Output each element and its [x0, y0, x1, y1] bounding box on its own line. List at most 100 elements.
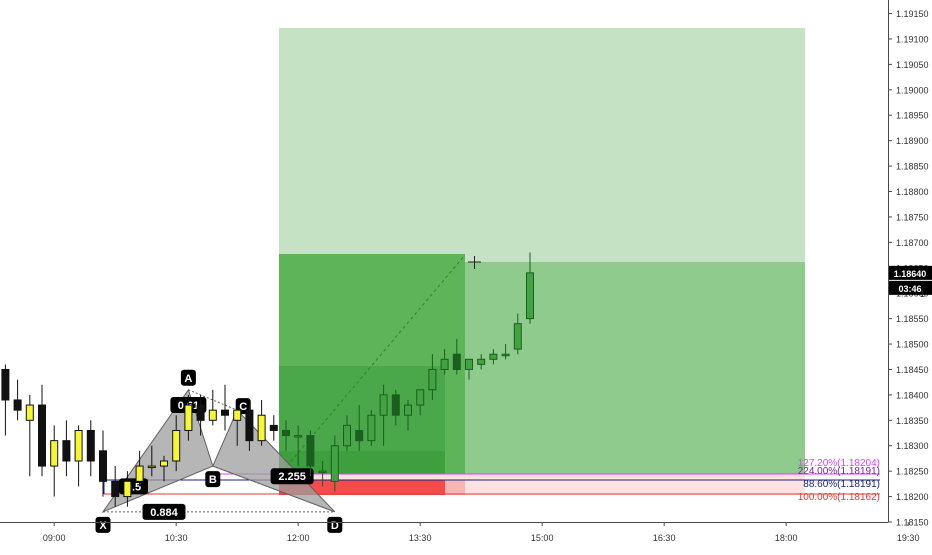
ratio-label: 2.255 [270, 468, 314, 485]
candle-body [379, 394, 388, 416]
candle [465, 358, 473, 380]
candle-body [428, 368, 437, 391]
price-tick-label: 1.18850 [896, 162, 929, 172]
candle [135, 450, 144, 487]
candle [379, 384, 388, 446]
candle-body [99, 450, 107, 482]
candle [428, 354, 437, 400]
target-zone-upper [279, 28, 805, 262]
candle [74, 425, 83, 487]
price-tick-label: 1.18450 [896, 365, 929, 375]
candle [343, 415, 351, 451]
time-tick-label: 10:30 [165, 533, 188, 543]
candle [318, 460, 327, 487]
candle-body [306, 435, 315, 467]
candle [123, 471, 132, 507]
axis-partial-label: 1 [920, 289, 925, 299]
point-label-x: X [95, 516, 111, 533]
pattern-bd-dotted [212, 465, 335, 513]
candle-body [111, 480, 120, 498]
time-tick-label: 15:00 [531, 533, 554, 543]
fib-lines: 127.20%(1.18204)224.00%(1.18191) 88.60%(1… [103, 458, 880, 503]
time-tick-label: 19:30 [897, 533, 920, 543]
price-tick-label: 1.18550 [896, 314, 929, 324]
candle-body [86, 429, 95, 462]
time-tick-label: 13:30 [409, 533, 432, 543]
candle-body [318, 470, 327, 474]
candle [257, 399, 266, 446]
current-price-label: 1.18640 [894, 269, 927, 279]
candle [160, 455, 168, 482]
candle-body [465, 358, 473, 370]
crosshair [468, 256, 481, 269]
candle [1, 364, 10, 436]
candle-body [74, 429, 83, 462]
candle [355, 405, 364, 451]
position-tool [279, 28, 805, 495]
candle [501, 344, 510, 360]
candle-body [245, 409, 254, 442]
candle [245, 405, 254, 451]
point-label-d-bg [327, 516, 343, 533]
candle-body [501, 353, 510, 357]
candle [147, 445, 156, 477]
time-tick-label: 18:00 [775, 533, 798, 543]
price-tick-label: 1.18750 [896, 212, 929, 222]
point-label-b-text: B [209, 474, 217, 486]
pattern-ac-dotted [188, 389, 238, 411]
candle-body [1, 368, 10, 401]
point-label-a-text: A [184, 373, 192, 385]
price-tick-label: 1.18350 [896, 416, 929, 426]
candle-body [355, 429, 364, 442]
point-label-b: B [205, 471, 221, 488]
candle [13, 379, 22, 421]
candle-body [196, 404, 205, 421]
point-label-x-bg [95, 516, 111, 533]
candle-body [367, 414, 376, 442]
fib-level-label: 100.00%(1.18162) [798, 492, 880, 503]
ratio-label: 0.5 [119, 478, 148, 495]
candle-body [38, 404, 46, 467]
countdown-label: 03:46 [898, 284, 921, 294]
time-axis: 09:00 10:30 12:00 13:30 15:00 16:30 18:00 19:30… [0, 522, 920, 543]
candle-body [160, 460, 168, 467]
candle-body [50, 440, 59, 467]
stop-zone-core [279, 480, 445, 495]
candle [269, 415, 278, 441]
candle-body [172, 429, 181, 462]
candle-body [257, 414, 266, 442]
point-label-d: D [327, 516, 343, 533]
point-label-a-bg [180, 369, 196, 386]
position-diagonal [286, 254, 466, 467]
candle [196, 394, 205, 436]
ratio-label-bg [270, 468, 314, 485]
ratio-label-text: 2.255 [278, 471, 306, 483]
candle-body [221, 409, 229, 416]
candle-body [294, 435, 303, 438]
candle-body [208, 409, 217, 421]
point-label-x-text: X [99, 520, 107, 532]
candle [294, 425, 303, 467]
candle [391, 389, 400, 426]
candle-body [123, 480, 132, 498]
price-tick-label: 1.18700 [896, 238, 929, 248]
candle-body [477, 358, 486, 365]
price-tick-label: 1.18300 [896, 441, 929, 451]
candle [86, 420, 95, 477]
candle [416, 389, 425, 416]
candle [367, 410, 376, 446]
candle [99, 430, 107, 497]
candle-body [489, 353, 498, 360]
candle-body [526, 272, 534, 320]
candle [330, 435, 339, 492]
candle-body [404, 404, 412, 416]
candle [233, 409, 242, 446]
time-tick-label: 16:30 [653, 533, 676, 543]
candle [62, 420, 71, 477]
candle [489, 349, 498, 365]
point-label-d-text: D [331, 520, 339, 532]
point-label-c-text: C [239, 401, 247, 413]
candle [208, 389, 217, 426]
